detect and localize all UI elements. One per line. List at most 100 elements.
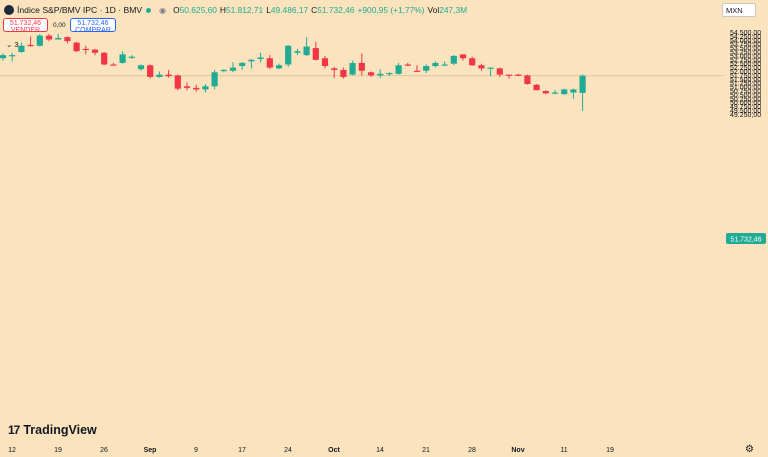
candle-body: [239, 62, 246, 67]
change-value: +900,95 (+1,77%): [357, 5, 425, 15]
buy-button[interactable]: 51.732,46 COMPRAR: [70, 18, 116, 34]
candle-body: [220, 69, 227, 72]
candle-body: [340, 69, 347, 77]
symbol-header: Índice S&P/BMV IPC · 1D · BMV ◉ O 50.625,…: [4, 3, 467, 17]
candle-body: [459, 54, 467, 59]
last-price-label: 51.732,46: [730, 236, 761, 243]
y-tick-label: 49.250,00: [730, 112, 761, 119]
gear-icon[interactable]: ⚙: [745, 444, 754, 455]
candle-body: [395, 65, 402, 74]
y-tick-label: 53.250,00: [730, 50, 761, 57]
symbol-name[interactable]: Índice S&P/BMV IPC · 1D · BMV: [17, 5, 143, 15]
candle-body: [478, 65, 485, 69]
close-key: C: [311, 5, 318, 15]
price-axis[interactable]: 54.500,0054.250,0054.000,0053.750,0053.5…: [730, 30, 761, 119]
candle-body: [349, 62, 356, 75]
candle-body: [312, 48, 319, 60]
y-tick-label: 51.750,00: [730, 73, 761, 80]
high-value: 51.812,71: [225, 5, 264, 15]
high-key: H: [219, 5, 226, 15]
candle-body: [165, 74, 172, 77]
candle-body: [257, 57, 264, 60]
candle-body: [423, 66, 430, 71]
candle-body: [496, 68, 503, 75]
x-tick-label: 19: [54, 447, 62, 454]
x-tick-label: 14: [376, 447, 384, 454]
x-tick-label: Sep: [144, 447, 157, 454]
candle-body: [211, 72, 218, 87]
x-tick-label: 9: [194, 447, 198, 454]
candle-body: [515, 74, 522, 76]
x-tick-label: Oct: [328, 447, 340, 454]
last-price-marker: [726, 233, 766, 244]
candle-body: [229, 67, 237, 71]
candle-body: [386, 73, 393, 75]
candle-body: [147, 65, 154, 77]
y-tick-label: 52.500,00: [730, 61, 761, 68]
open-key: O: [173, 5, 180, 15]
candle-body: [533, 84, 540, 91]
brand-name: TradingView: [23, 423, 97, 437]
low-key: L: [266, 5, 271, 15]
buy-price: 51.732,46: [77, 20, 109, 27]
y-tick-label: 51.500,00: [730, 77, 761, 84]
candle-body: [285, 45, 292, 65]
x-tick-label: 28: [468, 447, 476, 454]
y-tick-label: 50.250,00: [730, 96, 761, 103]
market-status-icon[interactable]: [146, 7, 152, 13]
candle-body: [9, 55, 16, 57]
candle-body: [377, 73, 384, 76]
candle-body: [487, 67, 494, 69]
candle-body: [18, 45, 25, 52]
candle-body: [579, 75, 586, 93]
candle-body: [91, 49, 99, 53]
candle-body: [156, 74, 163, 77]
candle-body: [524, 75, 531, 84]
x-tick-label: 11: [560, 447, 567, 454]
y-tick-label: 54.250,00: [730, 34, 761, 41]
candle-body: [469, 58, 476, 66]
close-value: 51.732,46: [317, 5, 355, 15]
candle-body: [55, 37, 62, 40]
x-tick-label: 26: [100, 447, 108, 454]
y-tick-label: 54.000,00: [730, 38, 761, 45]
candle-body: [294, 51, 301, 53]
x-tick-label: 17: [238, 447, 246, 454]
y-tick-label: 52.750,00: [730, 57, 761, 64]
candle-body: [331, 68, 338, 70]
sell-button[interactable]: 51.732,46 VENDER: [3, 18, 48, 34]
y-tick-label: 52.000,00: [730, 69, 761, 76]
candle-body: [275, 65, 283, 69]
candle-body: [505, 74, 513, 76]
candle-body: [441, 64, 448, 66]
candle-body: [193, 87, 200, 90]
candle-body: [404, 64, 411, 66]
candle-body: [174, 75, 181, 89]
open-value: 50.625,60: [179, 5, 217, 15]
y-tick-label: 50.750,00: [730, 89, 761, 96]
volume-value: 247,3M: [439, 5, 468, 15]
time-axis[interactable]: 12 19 26 Sep 9 17 24 Oct 14 21 28 Nov 11 19: [8, 447, 614, 454]
candle-body: [0, 55, 7, 59]
x-tick-label: 19: [606, 447, 614, 454]
x-tick-label: 24: [284, 447, 292, 454]
candle-body: [248, 59, 255, 62]
indicators-toggle[interactable]: ⌄ 3: [6, 40, 19, 49]
candle-body: [119, 54, 126, 63]
eye-icon[interactable]: ◉: [159, 5, 167, 15]
candle-body: [27, 44, 34, 47]
candle-body: [413, 70, 421, 72]
buy-label: COMPRAR: [75, 27, 111, 34]
candle-body: [542, 91, 549, 94]
candle-body: [137, 65, 145, 70]
candle-body: [321, 58, 329, 67]
x-tick-label: 12: [8, 447, 16, 454]
candle-body: [432, 62, 439, 67]
tradingview-logo[interactable]: 17 TradingView: [8, 423, 97, 437]
sell-price: 51.732,46: [9, 20, 42, 27]
y-tick-label: 51.000,00: [730, 85, 761, 92]
candle-body: [36, 35, 43, 46]
candle-body: [358, 62, 365, 71]
currency-selector[interactable]: MXN: [722, 3, 756, 17]
